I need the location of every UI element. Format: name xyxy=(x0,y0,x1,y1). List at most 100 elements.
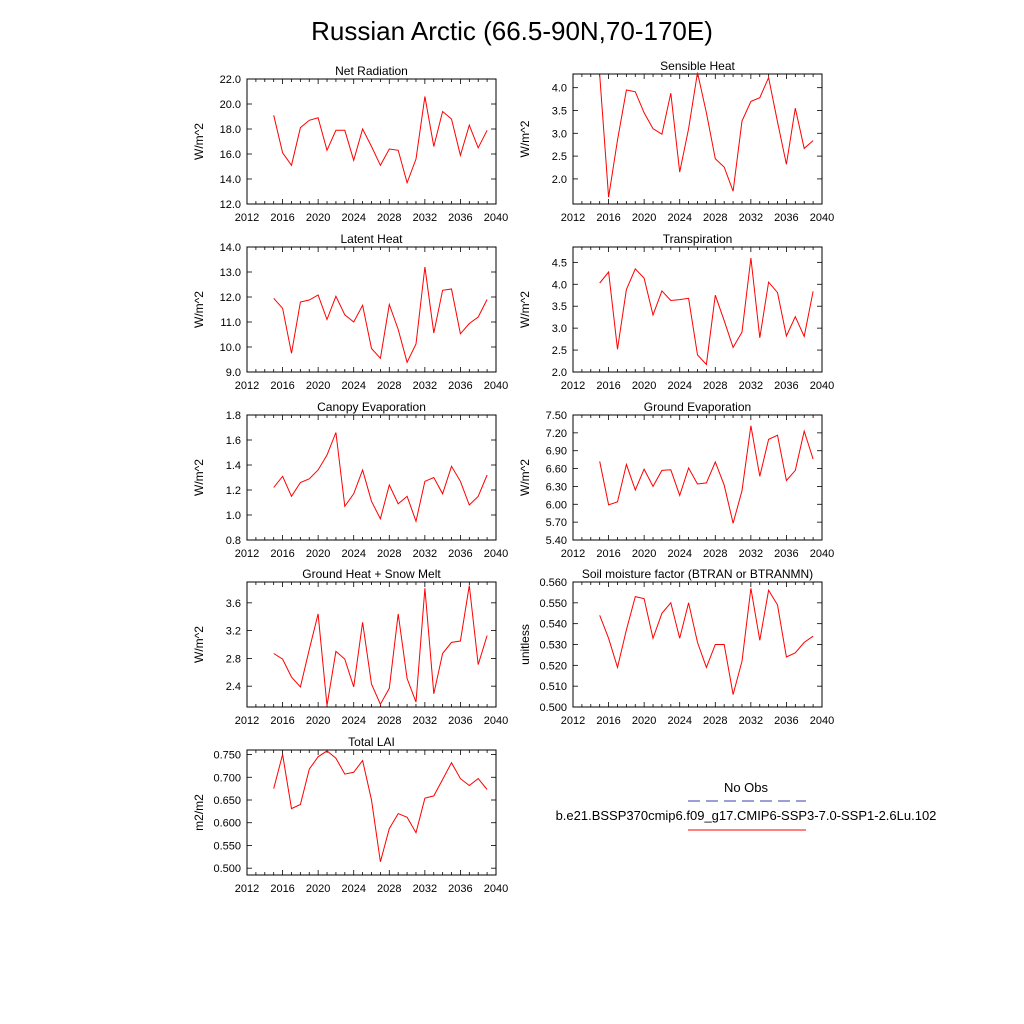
x-tick-label: 2024 xyxy=(667,715,691,727)
y-tick-label: 5.70 xyxy=(546,517,567,529)
panel-title: Sensible Heat xyxy=(660,59,735,73)
series-line xyxy=(273,266,488,364)
x-tick-label: 2028 xyxy=(703,380,727,392)
x-tick-label: 2032 xyxy=(739,715,763,727)
y-tick-label: 1.4 xyxy=(226,460,241,472)
y-axis-label: W/m^2 xyxy=(518,459,532,496)
x-tick-label: 2012 xyxy=(561,715,585,727)
series-line xyxy=(273,432,488,524)
x-tick-label: 2012 xyxy=(561,380,585,392)
panel-8: Soil moisture factor (BTRAN or BTRANMN) u… xyxy=(518,567,834,727)
x-tick-label: 2028 xyxy=(377,548,401,560)
x-tick-label: 2040 xyxy=(484,548,508,560)
y-tick-label: 1.0 xyxy=(226,510,241,522)
y-tick-label: 0.8 xyxy=(226,535,241,547)
x-tick-label: 2012 xyxy=(561,212,585,224)
y-axis-label: W/m^2 xyxy=(192,291,206,328)
x-tick-label: 2040 xyxy=(810,715,834,727)
y-axis-label: W/m^2 xyxy=(518,291,532,328)
y-axis-label: unitless xyxy=(518,624,532,665)
x-tick-label: 2028 xyxy=(703,548,727,560)
series-line xyxy=(599,588,814,695)
figure-title: Russian Arctic (66.5-90N,70-170E) xyxy=(311,16,713,46)
x-tick-label: 2016 xyxy=(596,715,620,727)
x-tick-label: 2036 xyxy=(448,380,472,392)
legend: No Obs b.e21.BSSP370cmip6.f09_g17.CMIP6-… xyxy=(556,780,937,831)
x-tick-label: 2040 xyxy=(484,380,508,392)
x-tick-label: 2032 xyxy=(413,212,437,224)
y-tick-label: 20.0 xyxy=(220,99,241,111)
y-tick-label: 2.0 xyxy=(552,174,567,186)
x-tick-label: 2040 xyxy=(810,380,834,392)
x-tick-label: 2024 xyxy=(341,715,365,727)
x-tick-label: 2036 xyxy=(774,212,798,224)
x-tick-label: 2032 xyxy=(739,380,763,392)
x-tick-label: 2032 xyxy=(413,715,437,727)
y-axis-label: W/m^2 xyxy=(518,120,532,157)
x-tick-label: 2012 xyxy=(235,548,259,560)
x-tick-label: 2012 xyxy=(235,380,259,392)
x-tick-label: 2020 xyxy=(632,212,656,224)
x-tick-label: 2028 xyxy=(703,715,727,727)
y-tick-label: 16.0 xyxy=(220,149,241,161)
y-tick-label: 2.8 xyxy=(226,653,241,665)
x-tick-label: 2016 xyxy=(270,883,294,895)
x-tick-label: 2032 xyxy=(413,380,437,392)
series-line xyxy=(273,585,488,706)
x-tick-label: 2012 xyxy=(235,883,259,895)
x-tick-label: 2012 xyxy=(235,212,259,224)
x-tick-label: 2032 xyxy=(413,883,437,895)
x-tick-label: 2036 xyxy=(448,548,472,560)
y-tick-label: 6.60 xyxy=(546,464,567,476)
y-tick-label: 6.00 xyxy=(546,499,567,511)
x-tick-label: 2032 xyxy=(739,548,763,560)
x-tick-label: 2036 xyxy=(448,212,472,224)
y-tick-label: 0.600 xyxy=(213,818,241,830)
x-tick-label: 2040 xyxy=(810,212,834,224)
y-tick-label: 0.750 xyxy=(213,750,241,762)
y-tick-label: 22.0 xyxy=(220,74,241,86)
panel-7: Ground Heat + Snow Melt W/m^2 2012 2016 2020… xyxy=(192,567,508,727)
y-tick-label: 0.500 xyxy=(213,863,241,875)
y-axis-label: W/m^2 xyxy=(192,459,206,496)
x-tick-label: 2028 xyxy=(377,212,401,224)
x-tick-label: 2024 xyxy=(667,380,691,392)
panel-title: Latent Heat xyxy=(340,232,403,246)
x-tick-label: 2028 xyxy=(377,883,401,895)
y-tick-label: 7.50 xyxy=(546,410,567,422)
y-tick-label: 3.2 xyxy=(226,626,241,638)
x-tick-label: 2020 xyxy=(632,548,656,560)
x-tick-label: 2016 xyxy=(270,548,294,560)
y-tick-label: 10.0 xyxy=(220,342,241,354)
x-tick-label: 2024 xyxy=(341,883,365,895)
y-tick-label: 0.650 xyxy=(213,795,241,807)
x-tick-label: 2012 xyxy=(561,548,585,560)
x-tick-label: 2028 xyxy=(377,380,401,392)
plot-frame xyxy=(246,749,497,876)
legend-model-label: b.e21.BSSP370cmip6.f09_g17.CMIP6-SSP3-7.… xyxy=(556,808,937,823)
panel-3: Latent Heat W/m^2 2012 2016 2020 2024 2028 2032… xyxy=(192,232,508,392)
series-line xyxy=(599,425,814,524)
y-tick-label: 7.20 xyxy=(546,428,567,440)
y-axis-label: m2/m2 xyxy=(192,794,206,831)
x-tick-label: 2036 xyxy=(448,883,472,895)
x-tick-label: 2024 xyxy=(667,548,691,560)
y-tick-label: 2.4 xyxy=(226,681,241,693)
x-tick-label: 2020 xyxy=(632,715,656,727)
x-tick-label: 2032 xyxy=(739,212,763,224)
x-tick-label: 2032 xyxy=(413,548,437,560)
y-tick-label: 3.5 xyxy=(552,105,567,117)
panel-2: Sensible Heat W/m^2 2012 2016 2020 2024 2028 20… xyxy=(518,59,834,224)
x-tick-label: 2024 xyxy=(341,380,365,392)
series-line xyxy=(273,750,488,862)
y-tick-label: 13.0 xyxy=(220,267,241,279)
y-tick-label: 12.0 xyxy=(220,199,241,211)
panel-title: Canopy Evaporation xyxy=(317,400,426,414)
x-tick-label: 2036 xyxy=(774,380,798,392)
y-tick-label: 4.0 xyxy=(552,279,567,291)
panel-title: Soil moisture factor (BTRAN or BTRANMN) xyxy=(582,567,813,581)
y-tick-label: 0.500 xyxy=(539,702,567,714)
x-tick-label: 2020 xyxy=(632,380,656,392)
y-tick-label: 3.5 xyxy=(552,301,567,313)
